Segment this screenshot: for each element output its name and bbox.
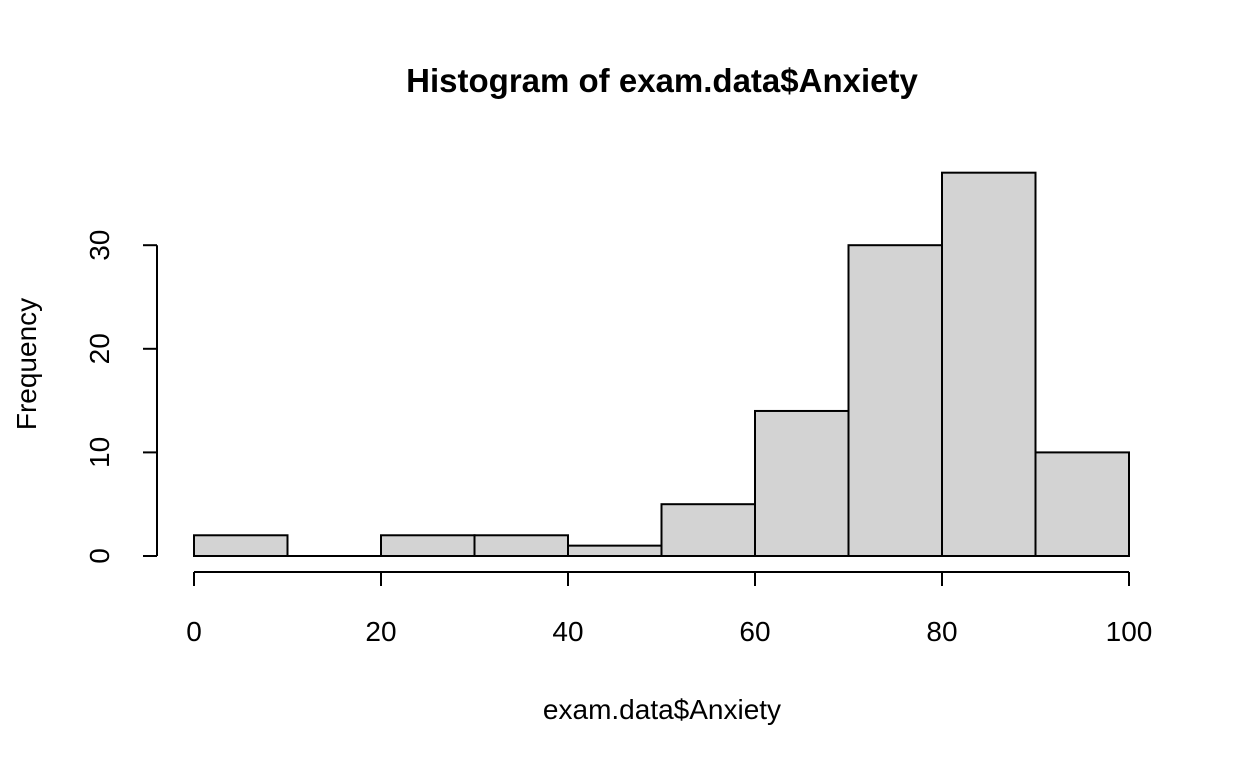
y-tick-label-3: 30 [84, 230, 115, 261]
x-axis-label: exam.data$Anxiety [543, 694, 781, 725]
histogram-bar-5 [660, 503, 756, 558]
histogram-bar-8 [941, 171, 1037, 557]
x-tick-label-0: 0 [186, 616, 202, 647]
histogram-bar-0 [193, 534, 289, 558]
histogram-bar-2 [380, 534, 476, 558]
x-tick-label-1: 20 [365, 616, 396, 647]
histogram-bar-9 [1034, 451, 1130, 557]
y-tick-label-2: 20 [84, 333, 115, 364]
x-tick-label-3: 60 [739, 616, 770, 647]
x-axis: 0 20 40 60 80 100 [186, 571, 1153, 647]
y-tick-label-1: 10 [84, 437, 115, 468]
y-axis: 0 10 20 30 [84, 230, 158, 564]
x-tick-label-2: 40 [552, 616, 583, 647]
histogram-bar-6 [754, 409, 850, 557]
x-tick-label-4: 80 [926, 616, 957, 647]
y-axis-label: Frequency [11, 298, 42, 430]
y-tick-label-0: 0 [84, 548, 115, 564]
histogram-bar-3 [473, 534, 569, 558]
chart-title: Histogram of exam.data$Anxiety [406, 62, 918, 99]
histogram-bar-4 [567, 544, 663, 558]
bars-group [193, 171, 1130, 558]
x-tick-label-5: 100 [1106, 616, 1153, 647]
histogram-bar-7 [847, 244, 943, 557]
